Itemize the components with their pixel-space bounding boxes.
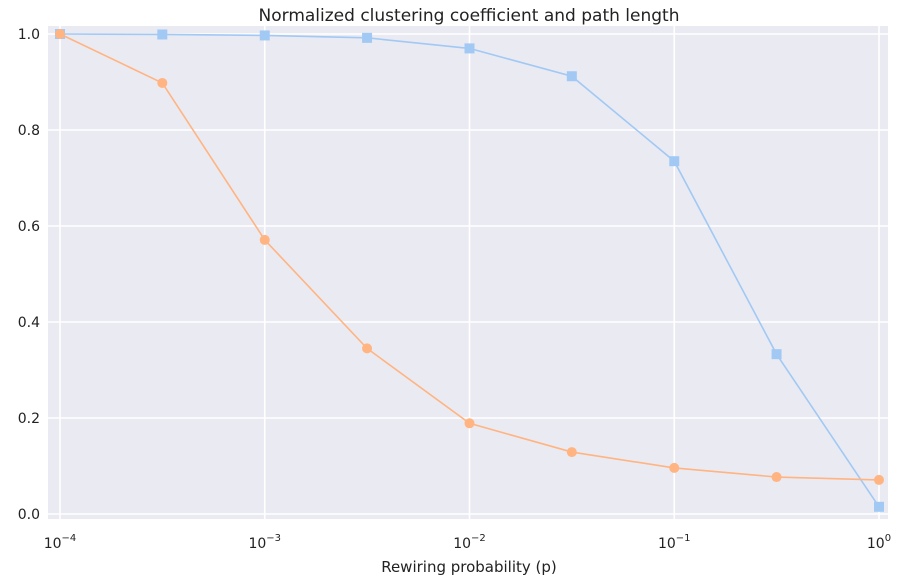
series-2-point [157,77,168,88]
series-1-point [566,71,577,82]
series-1-point [259,30,270,41]
series-2-point [259,234,270,245]
grid-lines [48,26,888,519]
y-tick-label: 0.2 [18,411,40,427]
x-tick-label: 10−3 [248,533,281,552]
chart-title: Normalized clustering coefficient and pa… [259,6,680,26]
plot-background [48,26,888,519]
series-layer [55,29,884,512]
y-tick-label: 0.4 [18,315,40,331]
series-1-point [464,43,475,54]
series-2-point [464,418,475,429]
series-2-point [566,447,577,458]
x-axis-label: Rewiring probability (p) [381,558,557,576]
x-tick-label: 10−2 [453,533,486,552]
series-2-point [669,462,680,473]
y-tick-label: 0.8 [18,123,40,139]
series-2-point [874,474,884,485]
y-tick-label: 0.6 [18,219,40,235]
series-1-point [362,32,373,43]
series-1-point [874,501,884,512]
y-tick-label: 1.0 [18,27,40,43]
x-tick-label: 10−1 [658,533,691,552]
tick-labels: 0.0 0.2 0.4 0.6 0.8 1.0 10−4 10−3 10−2 10−1 100 [18,27,891,552]
series-2-point [55,29,65,39]
series-1-point [669,156,680,167]
x-tick-label: 100 [867,533,891,552]
series-1-point [771,349,782,360]
series-2-point [771,472,782,483]
y-tick-label: 0.0 [18,507,40,523]
x-tick-label: 10−4 [44,533,77,552]
series-1-point [157,29,168,40]
series-2-point [362,343,373,354]
